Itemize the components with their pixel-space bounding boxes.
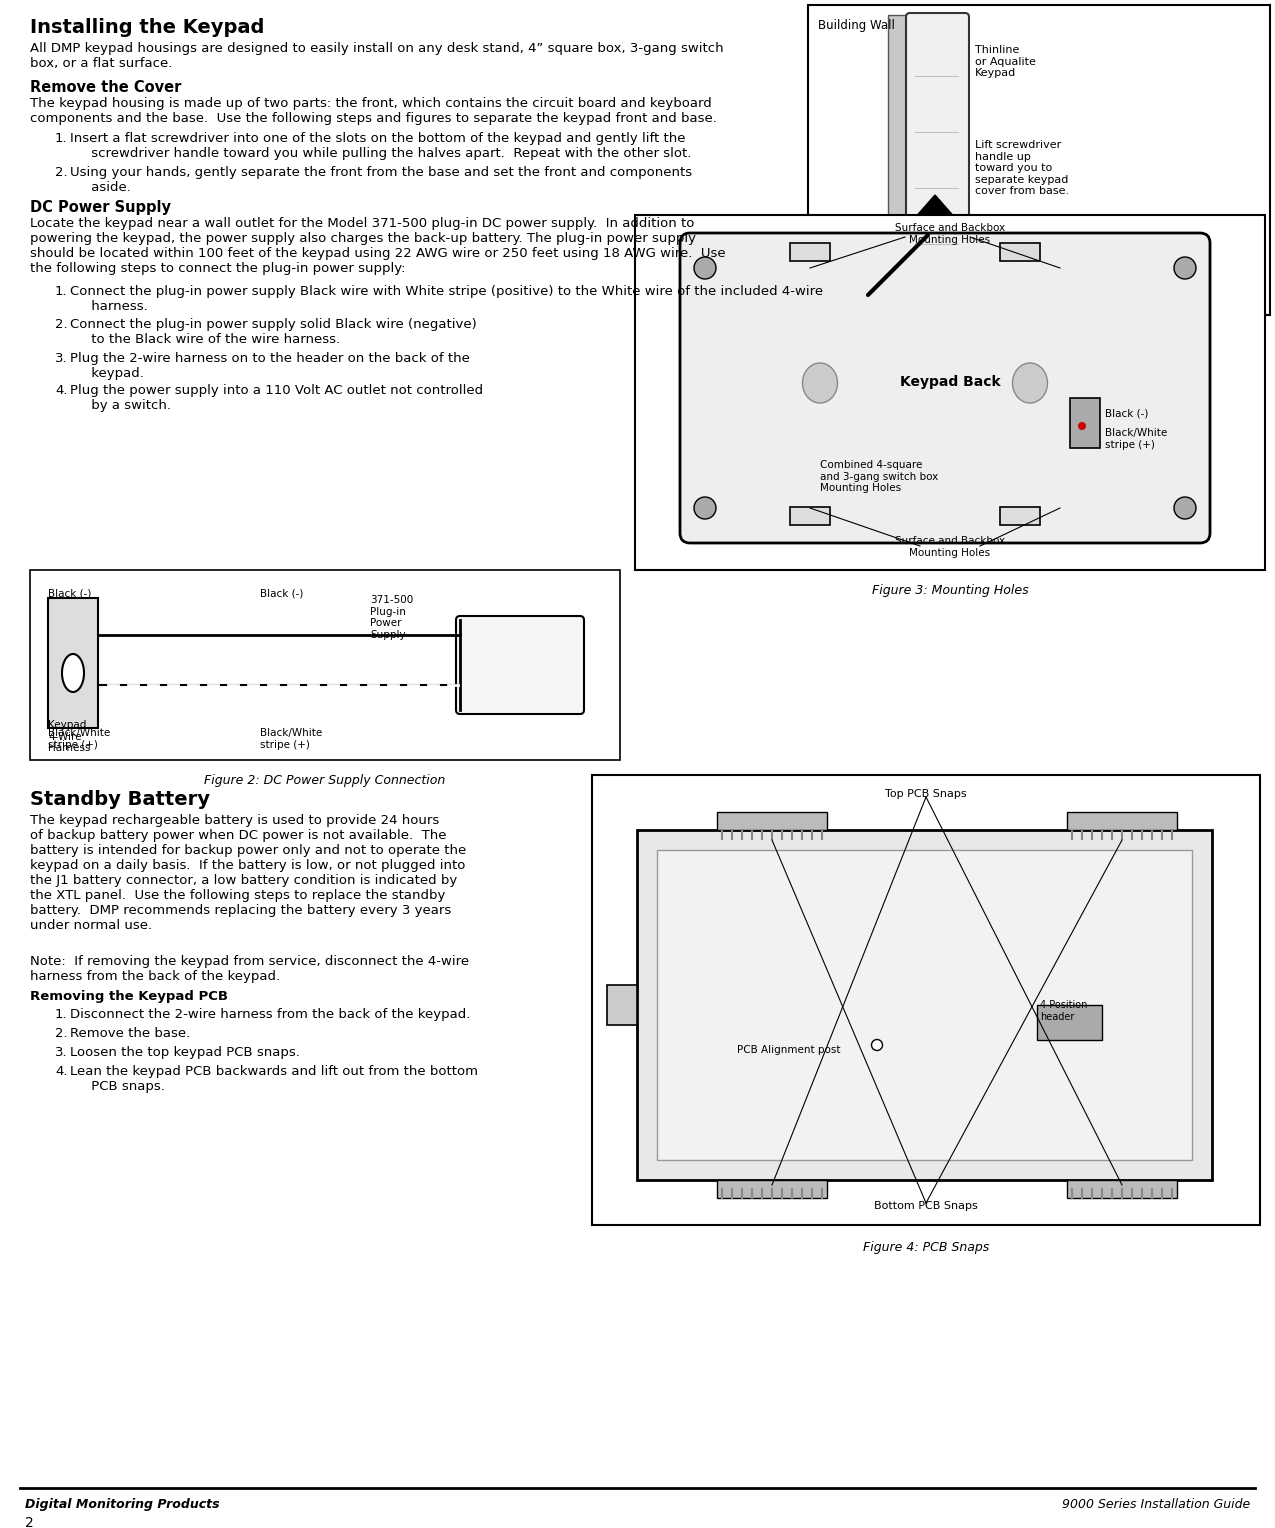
Bar [1000,507,1040,526]
Bar [1037,1005,1102,1041]
Bar [1067,1180,1177,1198]
Text: Lean the keypad PCB backwards and lift out from the bottom
     PCB snaps.: Lean the keypad PCB backwards and lift o… [70,1065,478,1093]
Text: 1.: 1. [55,1008,68,1021]
Ellipse shape [694,497,717,520]
Text: Combined 4-square
and 3-gang switch box
Mounting Holes: Combined 4-square and 3-gang switch box … [820,460,938,494]
Text: 4.: 4. [55,1065,68,1077]
Text: The keypad rechargeable battery is used to provide 24 hours
of backup battery po: The keypad rechargeable battery is used … [31,814,467,932]
Text: Removing the Keypad PCB: Removing the Keypad PCB [31,990,228,1002]
Text: 3.: 3. [55,351,68,365]
FancyBboxPatch shape [456,616,584,714]
Text: 1.: 1. [55,286,68,298]
Text: All DMP keypad housings are designed to easily install on any desk stand, 4” squ: All DMP keypad housings are designed to … [31,41,724,70]
Text: Connect the plug-in power supply Black wire with White stripe (positive) to the : Connect the plug-in power supply Black w… [70,286,824,313]
Text: Thinline
or Aqualite
Keypad: Thinline or Aqualite Keypad [975,44,1035,78]
Text: 371-500
Plug-in
Power
Supply: 371-500 Plug-in Power Supply [370,594,413,640]
Text: Using your hands, gently separate the front from the base and set the front and : Using your hands, gently separate the fr… [70,167,692,194]
Text: Black/White
stripe (+): Black/White stripe (+) [1105,428,1167,449]
Bar [1000,243,1040,261]
Text: Note:  If removing the keypad from service, disconnect the 4-wire
harness from t: Note: If removing the keypad from servic… [31,955,469,983]
Text: Surface and Backbox
Mounting Holes: Surface and Backbox Mounting Holes [895,223,1005,244]
Ellipse shape [1077,422,1086,429]
Text: 4.: 4. [55,384,68,397]
Bar [592,775,1260,1225]
Text: 2.: 2. [55,167,68,179]
Text: Figure 2: DC Power Supply Connection: Figure 2: DC Power Supply Connection [204,775,446,787]
Text: Insert a flat screwdriver into one of the slots on the bottom of the keypad and : Insert a flat screwdriver into one of th… [70,131,691,160]
Bar [717,1180,827,1198]
Bar [638,830,1213,1180]
Text: Top PCB Snaps: Top PCB Snaps [885,788,966,799]
Text: Figure 4: PCB Snaps: Figure 4: PCB Snaps [863,1241,989,1254]
Text: Connect the plug-in power supply solid Black wire (negative)
     to the Black w: Connect the plug-in power supply solid B… [70,318,477,345]
Text: Installing the Keypad: Installing the Keypad [31,18,264,37]
Text: Lift screwdriver
handle up
toward you to
separate keypad
cover from base.: Lift screwdriver handle up toward you to… [975,141,1070,197]
Bar [1067,811,1177,830]
Ellipse shape [1174,497,1196,520]
Text: 2: 2 [26,1516,33,1528]
Bar [808,5,1270,315]
Bar [48,597,98,727]
Text: The keypad housing is made up of two parts: the front, which contains the circui: The keypad housing is made up of two par… [31,96,717,125]
Text: 3.: 3. [55,1047,68,1059]
Polygon shape [913,196,958,220]
Ellipse shape [1174,257,1196,280]
Text: 1.: 1. [55,131,68,145]
Bar [31,570,620,759]
Text: Black (-): Black (-) [260,588,303,597]
Text: 2.: 2. [55,318,68,332]
Bar [790,243,830,261]
Text: Black (-): Black (-) [48,588,92,597]
Text: Surface and Backbox
Mounting Holes: Surface and Backbox Mounting Holes [895,536,1005,558]
Ellipse shape [872,1039,882,1051]
Text: Loosen the top keypad PCB snaps.: Loosen the top keypad PCB snaps. [70,1047,300,1059]
Text: 2.: 2. [55,1027,68,1041]
Text: 4 Position
header: 4 Position header [1040,999,1088,1022]
Text: Plug the power supply into a 110 Volt AC outlet not controlled
     by a switch.: Plug the power supply into a 110 Volt AC… [70,384,483,413]
Text: Standby Battery: Standby Battery [31,790,210,808]
Bar [635,215,1265,570]
Text: Remove the Cover: Remove the Cover [31,79,181,95]
Ellipse shape [1012,364,1048,403]
Text: Disconnect the 2-wire harness from the back of the keypad.: Disconnect the 2-wire harness from the b… [70,1008,470,1021]
Ellipse shape [802,364,838,403]
Text: PCB Alignment post: PCB Alignment post [737,1045,840,1054]
Text: Bottom PCB Snaps: Bottom PCB Snaps [875,1201,978,1212]
Text: Building Wall: Building Wall [819,18,895,32]
Text: Keypad Back: Keypad Back [900,374,1001,390]
Text: Digital Monitoring Products: Digital Monitoring Products [26,1497,219,1511]
Bar [887,15,910,306]
FancyBboxPatch shape [680,232,1210,542]
Bar [657,850,1192,1160]
Bar [717,811,827,830]
Text: Keypad
4-Wire
Harness: Keypad 4-Wire Harness [48,720,91,753]
Text: Figure 3: Mounting Holes: Figure 3: Mounting Holes [872,584,1029,597]
FancyBboxPatch shape [907,14,969,307]
Text: Black/White
stripe (+): Black/White stripe (+) [260,729,323,750]
Bar [790,507,830,526]
Text: Locate the keypad near a wall outlet for the Model 371-500 plug-in DC power supp: Locate the keypad near a wall outlet for… [31,217,725,275]
Ellipse shape [62,654,84,692]
Text: Remove the base.: Remove the base. [70,1027,190,1041]
Text: Black (-): Black (-) [1105,408,1149,419]
Text: Plug the 2-wire harness on to the header on the back of the
     keypad.: Plug the 2-wire harness on to the header… [70,351,470,380]
Bar [607,986,638,1025]
Ellipse shape [694,257,717,280]
Text: DC Power Supply: DC Power Supply [31,200,171,215]
Text: 9000 Series Installation Guide: 9000 Series Installation Guide [1062,1497,1250,1511]
Text: Black/White
stripe (+): Black/White stripe (+) [48,729,110,750]
Bar [1070,397,1100,448]
Bar [927,220,944,264]
